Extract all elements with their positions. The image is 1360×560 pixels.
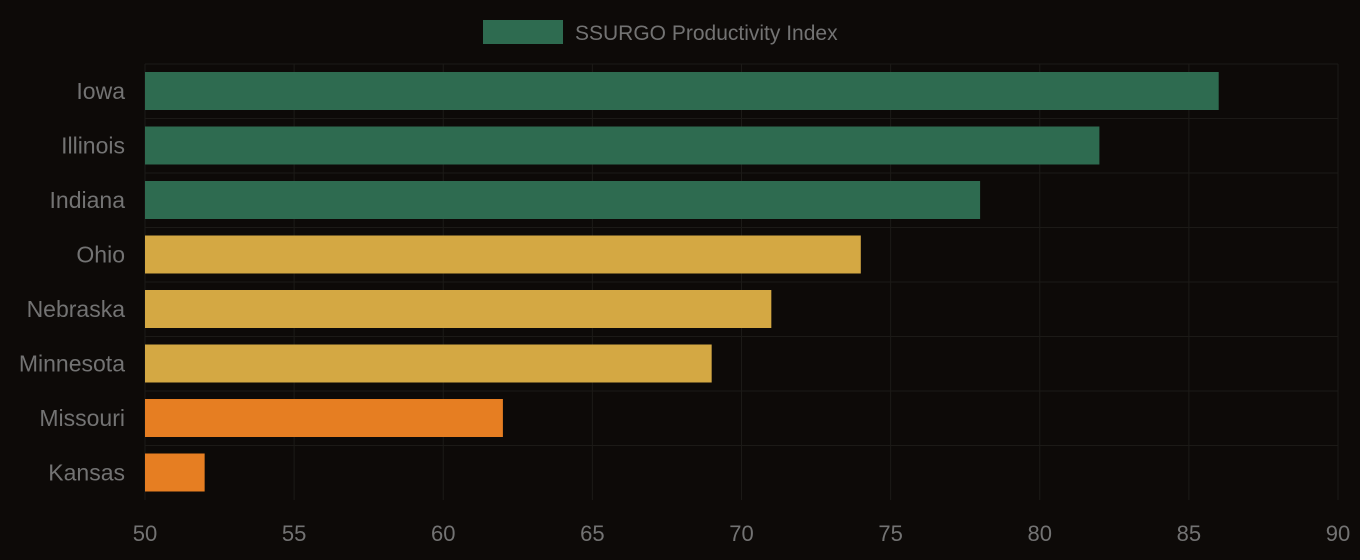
x-tick-label-85: 85	[1177, 521, 1201, 546]
y-label-missouri: Missouri	[39, 405, 125, 431]
bar-minnesota[interactable]	[145, 344, 712, 383]
x-tick-label-50: 50	[133, 521, 157, 546]
x-tick-label-70: 70	[729, 521, 753, 546]
bar-indiana[interactable]	[145, 181, 981, 219]
legend[interactable]: SSURGO Productivity Index	[483, 20, 838, 45]
y-label-minnesota: Minnesota	[19, 351, 125, 377]
legend-swatch	[483, 20, 563, 44]
x-tick-label-90: 90	[1326, 521, 1350, 546]
bar-ohio[interactable]	[145, 235, 861, 274]
bar-kansas[interactable]	[145, 453, 205, 492]
bar-illinois[interactable]	[145, 126, 1100, 165]
bar-iowa[interactable]	[145, 72, 1219, 110]
bars	[145, 72, 1219, 492]
x-axis-labels: 50 55 60 65 70 75 80 85 90	[133, 521, 1350, 546]
x-tick-label-65: 65	[580, 521, 604, 546]
y-label-ohio: Ohio	[76, 242, 125, 268]
bar-missouri[interactable]	[145, 399, 503, 437]
y-axis-labels: Iowa Illinois Indiana Ohio Nebraska Minnesota…	[19, 78, 125, 486]
x-tick-label-55: 55	[282, 521, 306, 546]
y-label-illinois: Illinois	[61, 133, 125, 159]
legend-label: SSURGO Productivity Index	[575, 22, 838, 45]
y-label-indiana: Indiana	[50, 187, 126, 213]
x-tick-label-80: 80	[1028, 521, 1052, 546]
y-label-kansas: Kansas	[48, 460, 125, 486]
bar-nebraska[interactable]	[145, 290, 772, 328]
x-tick-label-60: 60	[431, 521, 455, 546]
y-label-iowa: Iowa	[76, 78, 125, 104]
x-tick-label-75: 75	[878, 521, 902, 546]
y-label-nebraska: Nebraska	[27, 296, 126, 322]
